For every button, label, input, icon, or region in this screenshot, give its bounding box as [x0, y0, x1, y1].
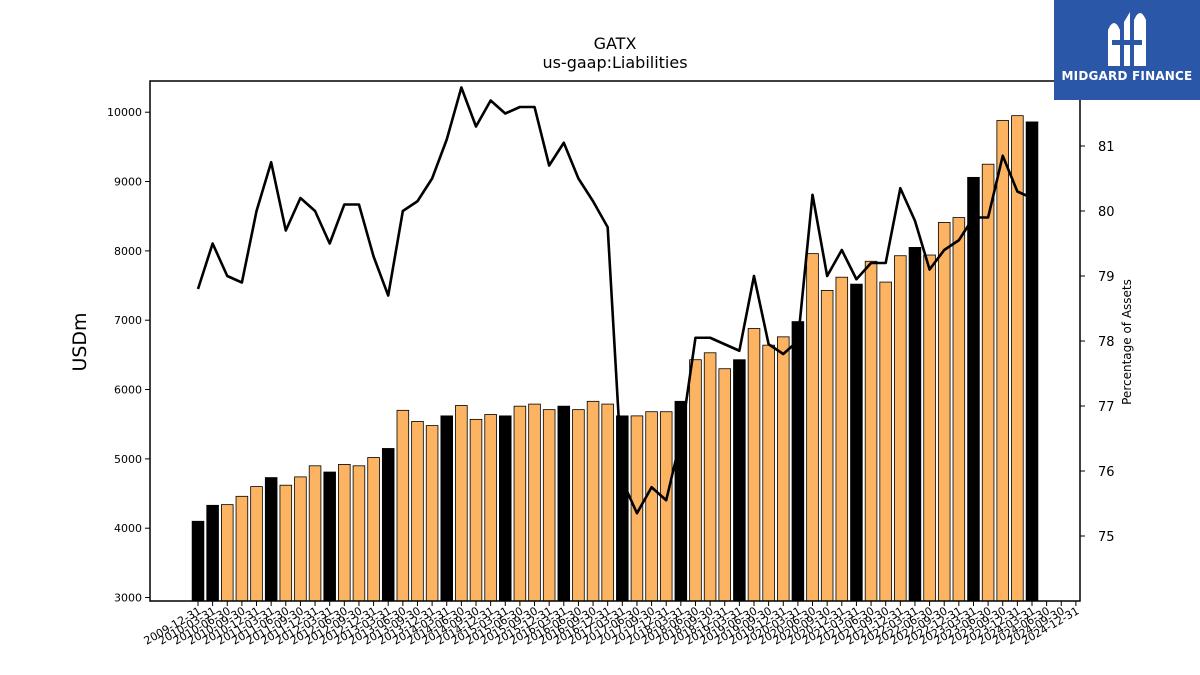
bar-quarterly [718, 368, 731, 602]
bar-quarterly [952, 217, 966, 602]
bar-quarterly [367, 457, 380, 602]
y-axis-label: USDm [69, 312, 91, 371]
line-series [196, 86, 1033, 515]
bar-quarterly [425, 425, 439, 602]
bar-annual [967, 176, 980, 602]
bar-quarterly [777, 336, 790, 602]
percentage-of-assets-line [196, 86, 1033, 515]
bar-quarterly [835, 276, 849, 602]
bar-quarterly [703, 352, 717, 602]
bar-series [191, 115, 1039, 602]
midgard-logo-icon [1108, 12, 1146, 66]
bar-annual [206, 504, 219, 602]
bar-annual [440, 415, 453, 602]
bar-quarterly [820, 289, 834, 602]
bar-quarterly [894, 255, 907, 602]
bar-quarterly [645, 411, 658, 602]
y-tick-label: 4000 [114, 522, 142, 535]
bar-quarterly [411, 421, 424, 602]
brand-name: MIDGARD FINANCE [1061, 69, 1193, 83]
bar-quarterly [923, 254, 936, 602]
bar-quarterly [396, 409, 410, 602]
bar-annual [323, 471, 336, 602]
bar-annual [381, 448, 395, 602]
bar-quarterly [689, 359, 702, 602]
bar-quarterly [352, 465, 366, 602]
brand-logo[interactable]: MIDGARD FINANCE [1054, 0, 1200, 100]
bar-quarterly [528, 403, 541, 602]
y-tick-label: 5000 [114, 453, 142, 466]
bar-quarterly [469, 418, 483, 602]
bar-quarterly [294, 476, 307, 602]
y2-tick-label: 79 [1098, 270, 1115, 285]
bar-annual [191, 520, 205, 602]
bar-annual [557, 405, 571, 602]
bar-quarterly [572, 409, 585, 602]
bar-quarterly [513, 405, 527, 602]
bar-annual [499, 415, 512, 602]
bar-quarterly [806, 253, 819, 602]
bar-quarterly [601, 403, 614, 602]
y2-tick-label: 81 [1098, 140, 1115, 155]
y2-axis-label: Percentage of Assets [1120, 279, 1134, 405]
chart-title: GATX [594, 34, 637, 53]
bar-quarterly [586, 400, 600, 602]
bar-quarterly [279, 484, 293, 602]
bar-quarterly [747, 328, 761, 602]
y-tick-label: 10000 [107, 106, 142, 119]
bar-annual [908, 246, 922, 602]
bar-quarterly [338, 464, 351, 602]
bar-annual [850, 283, 863, 602]
chart-subtitle: us-gaap:Liabilities [542, 53, 687, 72]
bar-quarterly [235, 495, 249, 602]
bar-annual [791, 321, 805, 602]
bar-quarterly [996, 120, 1009, 602]
bar-quarterly [484, 414, 497, 602]
y-tick-label: 6000 [114, 384, 142, 397]
y-tick-label: 8000 [114, 245, 142, 258]
bar-annual [733, 359, 746, 602]
bar-annual [1025, 121, 1039, 602]
y-tick-label: 3000 [114, 592, 142, 605]
bar-quarterly [762, 344, 775, 602]
bar-annual [264, 477, 278, 602]
y-tick-label: 7000 [114, 314, 142, 327]
bar-quarterly [221, 504, 234, 602]
bar-quarterly [250, 486, 263, 602]
y2-tick-label: 76 [1098, 465, 1115, 480]
y-tick-label: 9000 [114, 176, 142, 189]
bar-quarterly [455, 405, 468, 602]
bar-quarterly [864, 260, 878, 602]
y2-tick-label: 75 [1098, 530, 1115, 545]
y2-tick-label: 78 [1098, 335, 1115, 350]
y2-tick-label: 77 [1098, 400, 1115, 415]
bar-annual [616, 415, 629, 602]
bar-quarterly [981, 163, 995, 602]
bar-quarterly [879, 281, 892, 602]
bar-quarterly [308, 465, 322, 602]
bar-quarterly [542, 409, 556, 602]
bar-quarterly [659, 411, 673, 602]
bar-quarterly [937, 222, 951, 602]
y2-tick-label: 80 [1098, 205, 1115, 220]
